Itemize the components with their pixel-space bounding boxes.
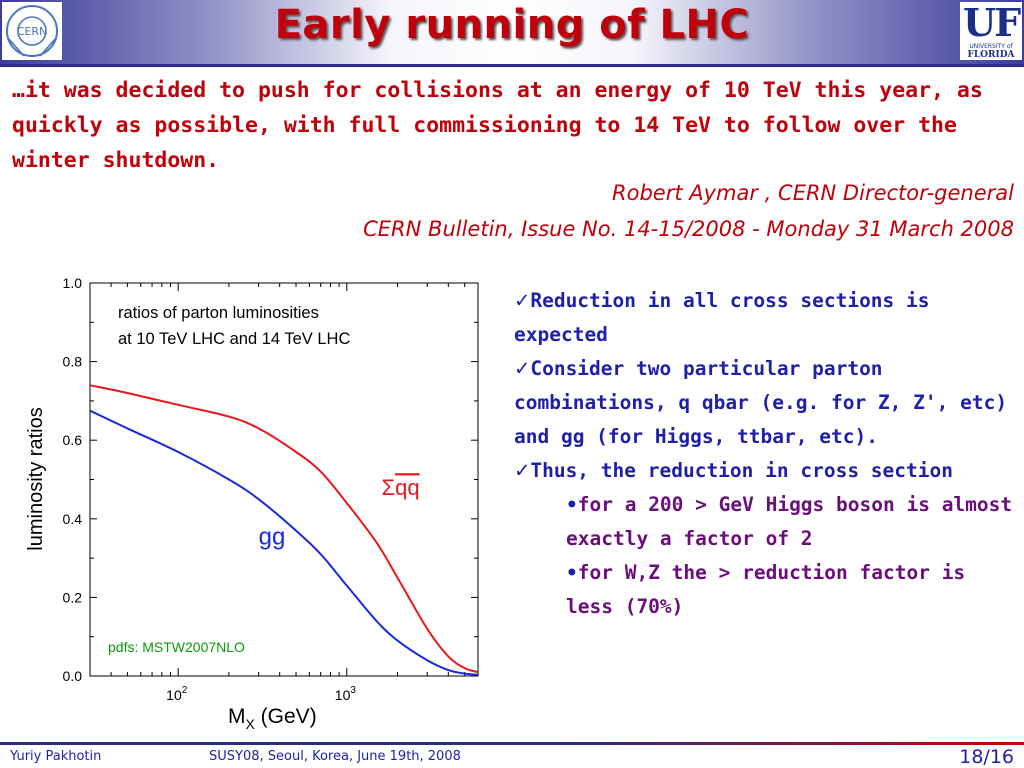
x-tick-label: 103 <box>335 685 357 703</box>
x-tick-label-base: 10 <box>166 687 182 703</box>
cern-logo-icon: CERN <box>6 5 58 57</box>
cern-logo: CERN <box>2 2 62 60</box>
bullet-item-2: ✓Consider two particular parton combinat… <box>514 352 1014 454</box>
quote-author: Robert Aymar , CERN Director-general <box>612 181 1014 205</box>
uf-logo-sub: UNIVERSITY of <box>969 43 1013 50</box>
quote-source: CERN Bulletin, Issue No. 14-15/2008 - Mo… <box>363 217 1014 241</box>
sub-bullet-1-text: for a 200 > GeV Higgs boson is almost ex… <box>566 493 1013 550</box>
bullet-item-2-text: Consider two particular parton combinati… <box>514 357 1008 448</box>
y-tick-label: 0.8 <box>63 354 83 370</box>
footer-divider <box>0 742 1024 745</box>
page-number: 18/16 <box>959 746 1014 768</box>
x-axis-label-unit: (GeV) <box>255 705 317 728</box>
bullet-list: ✓Reduction in all cross sections is expe… <box>514 284 1014 624</box>
x-tick-label-exp: 2 <box>182 685 188 696</box>
luminosity-chart: ratios of parton luminosities at 10 TeV … <box>0 262 500 742</box>
sub-bullet-2-text: for W,Z the > reduction factor is less (… <box>566 561 966 618</box>
check-icon: ✓ <box>514 459 531 482</box>
y-tick-label: 0.4 <box>63 511 83 527</box>
y-axis-label: luminosity ratios <box>25 407 47 550</box>
footer-event: SUSY08, Seoul, Korea, June 19th, 2008 <box>209 749 461 764</box>
bullet-item-1-text: Reduction in all cross sections is expec… <box>514 289 930 346</box>
bullet-dot-icon: • <box>566 493 578 516</box>
cern-logo-text: CERN <box>17 25 48 38</box>
quote-text: …it was decided to push for collisions a… <box>12 78 983 173</box>
y-tick-label: 1.0 <box>63 275 83 291</box>
check-icon: ✓ <box>514 289 531 312</box>
slide-title: Early running of LHC <box>274 2 750 48</box>
footer-author: Yuriy Pakhotin <box>10 749 102 764</box>
check-icon: ✓ <box>514 357 531 380</box>
series-line-qqbar <box>89 384 479 674</box>
sub-bullet-2: •for W,Z the > reduction factor is less … <box>566 556 1014 624</box>
x-axis-label-main: M <box>228 705 246 728</box>
uf-logo: UF UNIVERSITY of FLORIDA <box>960 0 1022 60</box>
y-tick-label: 0.2 <box>63 589 83 605</box>
x-axis-label: MX (GeV) <box>228 705 317 732</box>
series-label-qqbar: qq <box>395 475 419 500</box>
x-tick-label-exp: 3 <box>350 685 356 696</box>
series-label-gg: gg <box>259 523 286 550</box>
chart-title-line2: at 10 TeV LHC and 14 TeV LHC <box>118 330 350 348</box>
chart-annotation: pdfs: MSTW2007NLO <box>108 639 245 655</box>
x-axis-label-sub: X <box>246 716 256 732</box>
y-tick-label: 0.6 <box>63 432 83 448</box>
bullet-item-3-text: Thus, the reduction in cross section <box>530 459 953 482</box>
bullet-dot-icon: • <box>566 561 578 584</box>
bullet-item-3: ✓Thus, the reduction in cross section <box>514 454 1014 488</box>
series-label-sigma: Σ <box>381 475 395 500</box>
chart-title-line1: ratios of parton luminosities <box>118 304 319 322</box>
bullet-item-1: ✓Reduction in all cross sections is expe… <box>514 284 1014 352</box>
series-label-sigma-qqbar: Σqq <box>381 475 419 500</box>
uf-logo-letters: UF <box>962 0 1021 45</box>
title-divider <box>0 64 1024 67</box>
y-tick-label: 0.0 <box>63 668 83 684</box>
x-tick-label-base: 10 <box>335 687 351 703</box>
series-line-gg <box>89 409 479 676</box>
sub-bullet-1: •for a 200 > GeV Higgs boson is almost e… <box>566 488 1014 556</box>
uf-logo-sub2: FLORIDA <box>967 50 1015 60</box>
title-bar <box>0 0 1024 64</box>
chart-svg: ratios of parton luminosities at 10 TeV … <box>25 275 479 732</box>
x-tick-label: 102 <box>166 685 188 703</box>
